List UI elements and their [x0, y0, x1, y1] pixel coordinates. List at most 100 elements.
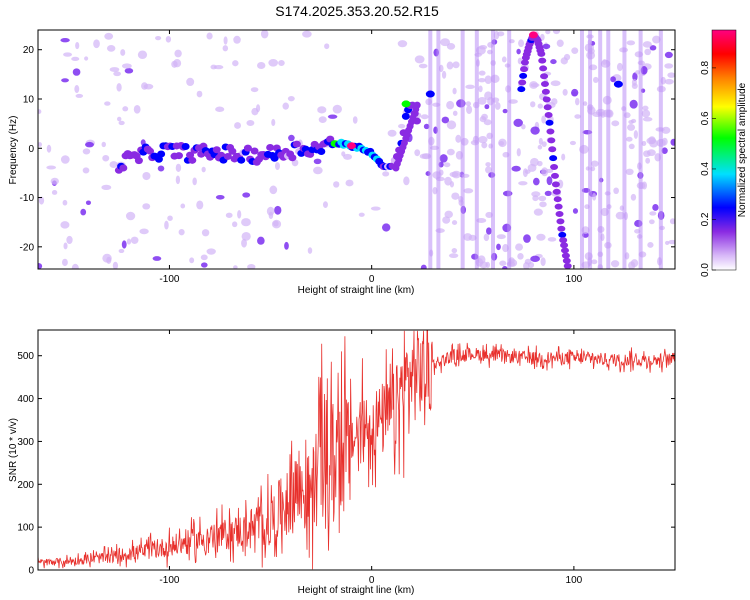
noise-blob [530, 83, 540, 88]
arc-point [540, 73, 549, 80]
noise-blob [125, 211, 136, 221]
noise-blob [241, 238, 247, 248]
noise-blob [463, 233, 473, 241]
y-tick-label: 10 [23, 94, 35, 105]
noise-blob [455, 134, 462, 143]
noise-blob [562, 88, 568, 96]
noise-blob [538, 195, 547, 202]
noise-blob [80, 208, 87, 216]
noise-blob [478, 85, 483, 93]
colorbar: 0.0 0.2 0.4 0.6 0.8 Normalized spectral ampl… [700, 29, 748, 277]
snr-frame [37, 329, 676, 571]
arc-point [520, 59, 529, 66]
noise-blob [180, 203, 186, 209]
noise-blob [387, 129, 397, 137]
colorbar-gradient [711, 29, 737, 271]
noise-blob [93, 39, 100, 49]
noise-blob [152, 256, 162, 261]
noise-blob [446, 148, 455, 156]
noise-blob [71, 263, 79, 269]
noise-blob [74, 85, 80, 93]
noise-blob [215, 194, 225, 200]
noise-blob [644, 48, 652, 56]
ridge-point [401, 112, 410, 120]
colorbar-tick-label: 0.0 [700, 263, 711, 277]
y-tick-label: 20 [23, 45, 35, 56]
y-tick-label: -10 [20, 193, 35, 204]
noise-blob [118, 248, 125, 254]
noise-blob [398, 123, 406, 129]
noise-blob [477, 96, 487, 105]
noise-blob [446, 61, 454, 70]
noise-blob [352, 116, 358, 124]
noise-blob [664, 63, 674, 69]
noise-blob [444, 176, 452, 186]
noise-blob [557, 179, 564, 189]
noise-blob [484, 91, 493, 101]
arc-point [517, 86, 526, 93]
noise-blob [51, 190, 58, 195]
spectrogram-spots [346, 31, 623, 150]
noise-blob [302, 30, 312, 38]
noise-blob [501, 56, 507, 63]
noise-blob [171, 60, 178, 68]
noise-blob [610, 76, 616, 83]
arc-point [540, 80, 549, 87]
noise-blob [322, 201, 328, 208]
y-tick-label: 400 [17, 394, 34, 405]
snr-panel: -100 0 100 0 100 200 300 400 500 Height of stra… [8, 329, 676, 596]
ridge-point [134, 157, 143, 165]
noise-blob [201, 166, 206, 173]
noise-blob [481, 113, 488, 121]
noise-blob [241, 232, 251, 241]
noise-blob [446, 43, 456, 50]
arc-point [537, 50, 546, 57]
colorbar-tick-label: 0.6 [700, 111, 711, 125]
noise-blob [592, 193, 597, 201]
noise-blob [112, 261, 119, 269]
noise-blob [126, 238, 132, 245]
noise-blob [446, 100, 455, 110]
colorbar-tick-label: 0.4 [700, 162, 711, 176]
noise-blob [266, 206, 275, 216]
arc-point [550, 163, 559, 170]
noise-blob [522, 168, 528, 178]
colorbar-tick-label: 0.2 [700, 212, 711, 226]
x-tick-label: 100 [566, 575, 583, 586]
noise-blob [516, 48, 521, 55]
bright-spot [401, 100, 411, 108]
noise-blob [38, 109, 42, 114]
noise-blob [591, 259, 598, 265]
spectrogram-arc [517, 32, 572, 269]
noise-stripe [579, 30, 584, 269]
noise-blob [189, 257, 195, 264]
noise-blob [439, 154, 448, 163]
y-tick-label: 0 [28, 144, 34, 155]
arc-point [555, 210, 564, 217]
noise-blob [661, 137, 668, 146]
noise-blob [530, 157, 539, 167]
noise-blob [485, 166, 492, 174]
noise-blob [113, 71, 121, 77]
ridge-point [181, 143, 190, 151]
noise-blob [645, 157, 651, 164]
noise-blob [642, 116, 653, 122]
spectrogram-x-ticks: -100 0 100 [159, 30, 583, 285]
noise-blob [382, 171, 390, 177]
noise-stripe [606, 30, 611, 269]
noise-blob [465, 84, 475, 90]
x-tick-label: 0 [369, 575, 375, 586]
noise-blob [397, 40, 408, 48]
noise-blob [215, 106, 225, 112]
noise-blob [175, 163, 182, 172]
noise-blob [451, 192, 460, 200]
arc-point [560, 247, 569, 254]
noise-blob [498, 138, 507, 148]
arc-point [560, 242, 569, 249]
noise-blob [66, 235, 73, 245]
noise-stripe [436, 30, 441, 269]
snr-y-ticks: 0 100 200 300 400 500 [17, 351, 675, 577]
noise-blob [382, 223, 391, 232]
noise-blob [561, 153, 566, 161]
noise-blob [478, 136, 488, 144]
